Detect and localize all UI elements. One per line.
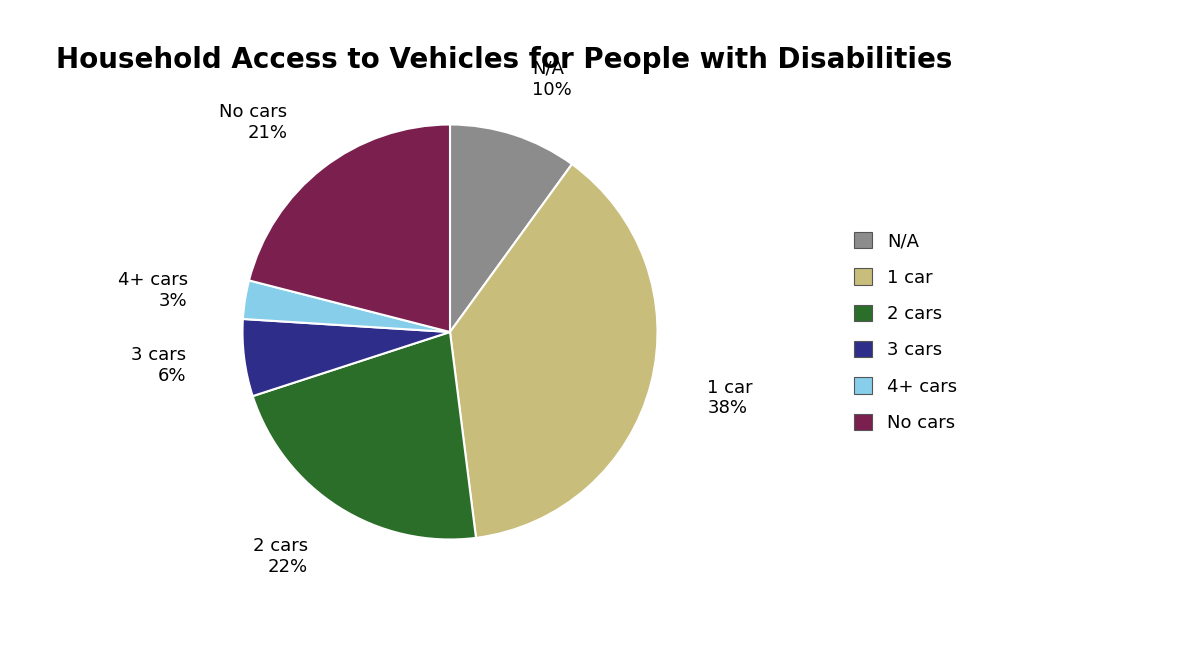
Wedge shape bbox=[253, 332, 476, 539]
Text: No cars
21%: No cars 21% bbox=[220, 103, 287, 141]
Text: 1 car
38%: 1 car 38% bbox=[707, 378, 752, 418]
Text: 3 cars
6%: 3 cars 6% bbox=[131, 346, 186, 384]
Legend: N/A, 1 car, 2 cars, 3 cars, 4+ cars, No cars: N/A, 1 car, 2 cars, 3 cars, 4+ cars, No … bbox=[847, 225, 964, 439]
Text: 2 cars
22%: 2 cars 22% bbox=[252, 537, 307, 576]
Text: 4+ cars
3%: 4+ cars 3% bbox=[118, 271, 187, 310]
Wedge shape bbox=[250, 125, 450, 332]
Text: N/A
10%: N/A 10% bbox=[532, 60, 572, 99]
Wedge shape bbox=[450, 125, 572, 332]
Wedge shape bbox=[242, 319, 450, 396]
Wedge shape bbox=[450, 164, 658, 538]
Text: Household Access to Vehicles for People with Disabilities: Household Access to Vehicles for People … bbox=[56, 46, 952, 74]
Wedge shape bbox=[242, 280, 450, 332]
